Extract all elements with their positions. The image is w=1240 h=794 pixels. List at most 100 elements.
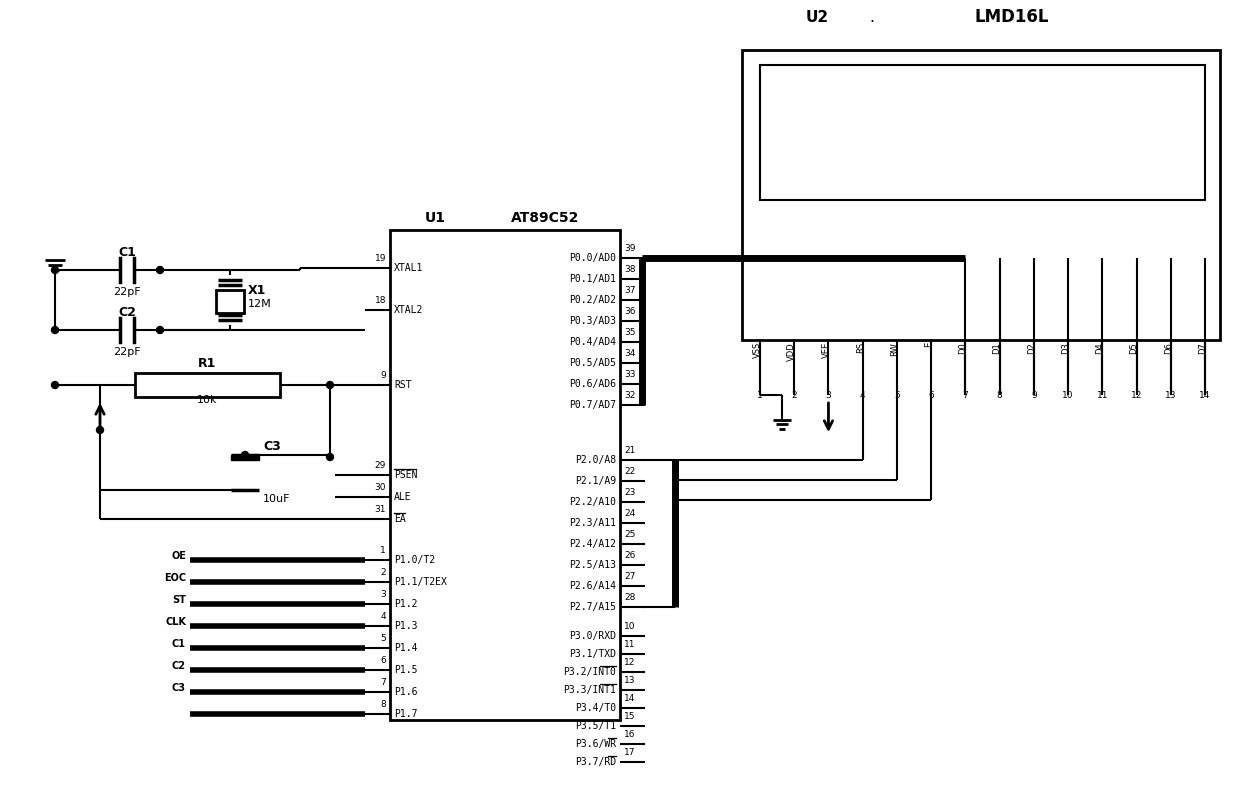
Text: 16: 16 bbox=[624, 730, 635, 739]
Text: 31: 31 bbox=[374, 505, 386, 514]
Text: C1: C1 bbox=[118, 245, 136, 259]
Text: 1: 1 bbox=[381, 546, 386, 555]
Circle shape bbox=[242, 452, 248, 458]
Text: CLK: CLK bbox=[165, 617, 186, 627]
Circle shape bbox=[156, 326, 164, 333]
Text: 1: 1 bbox=[758, 391, 763, 400]
Text: 14: 14 bbox=[624, 694, 635, 703]
Text: 3: 3 bbox=[381, 590, 386, 599]
Text: P3.5/T1: P3.5/T1 bbox=[575, 721, 616, 731]
Text: ALE: ALE bbox=[394, 492, 412, 502]
Text: P1.6: P1.6 bbox=[394, 687, 418, 697]
Circle shape bbox=[326, 381, 334, 388]
Text: AT89C52: AT89C52 bbox=[511, 211, 579, 225]
Text: D0: D0 bbox=[959, 342, 967, 354]
Text: 21: 21 bbox=[624, 446, 635, 455]
Text: P3.6/WR: P3.6/WR bbox=[575, 739, 616, 749]
Text: 3: 3 bbox=[826, 391, 831, 400]
Text: 2: 2 bbox=[381, 568, 386, 577]
Text: 13: 13 bbox=[1166, 391, 1177, 400]
Text: 35: 35 bbox=[624, 328, 635, 337]
Text: 4: 4 bbox=[859, 391, 866, 400]
Text: 24: 24 bbox=[624, 509, 635, 518]
Text: P2.0/A8: P2.0/A8 bbox=[575, 455, 616, 465]
Text: XTAL1: XTAL1 bbox=[394, 263, 423, 273]
Text: P3.1/TXD: P3.1/TXD bbox=[569, 649, 616, 659]
Text: P1.7: P1.7 bbox=[394, 709, 418, 719]
Text: 12: 12 bbox=[1131, 391, 1142, 400]
Text: 29: 29 bbox=[374, 461, 386, 470]
Text: P0.7/AD7: P0.7/AD7 bbox=[569, 400, 616, 410]
Bar bbox=[135, 373, 280, 397]
Text: 4: 4 bbox=[381, 612, 386, 621]
Text: .: . bbox=[869, 10, 874, 25]
Text: XTAL2: XTAL2 bbox=[394, 305, 423, 315]
Circle shape bbox=[326, 453, 334, 461]
Text: ST: ST bbox=[172, 595, 186, 605]
Text: 18: 18 bbox=[374, 296, 386, 305]
Text: 27: 27 bbox=[624, 572, 635, 581]
Text: 10k: 10k bbox=[197, 395, 218, 405]
Circle shape bbox=[52, 326, 58, 333]
Text: D6: D6 bbox=[1164, 342, 1173, 354]
Text: 38: 38 bbox=[624, 265, 635, 274]
Text: 10: 10 bbox=[1063, 391, 1074, 400]
Text: 36: 36 bbox=[624, 307, 635, 316]
Text: C2: C2 bbox=[118, 306, 136, 318]
Text: 19: 19 bbox=[374, 254, 386, 263]
Text: 11: 11 bbox=[624, 640, 635, 649]
Text: P1.1/T2EX: P1.1/T2EX bbox=[394, 577, 446, 587]
Text: 17: 17 bbox=[624, 748, 635, 757]
Text: 2: 2 bbox=[791, 391, 797, 400]
Text: 6: 6 bbox=[929, 391, 934, 400]
Text: U1: U1 bbox=[424, 211, 445, 225]
Text: 9: 9 bbox=[1030, 391, 1037, 400]
Text: P2.7/A15: P2.7/A15 bbox=[569, 602, 616, 612]
Text: 32: 32 bbox=[624, 391, 635, 400]
Text: VSS: VSS bbox=[753, 342, 763, 358]
Circle shape bbox=[97, 426, 103, 434]
Text: D2: D2 bbox=[1027, 342, 1035, 354]
Text: 22: 22 bbox=[624, 467, 635, 476]
Text: P3.4/T0: P3.4/T0 bbox=[575, 703, 616, 713]
Bar bbox=[760, 65, 1205, 200]
Text: P1.4: P1.4 bbox=[394, 643, 418, 653]
Text: 8: 8 bbox=[997, 391, 1002, 400]
Text: X1: X1 bbox=[248, 283, 267, 296]
Text: 7: 7 bbox=[962, 391, 968, 400]
Text: P0.2/AD2: P0.2/AD2 bbox=[569, 295, 616, 305]
Text: 10uF: 10uF bbox=[263, 494, 290, 504]
Text: P0.6/AD6: P0.6/AD6 bbox=[569, 379, 616, 389]
Text: P0.3/AD3: P0.3/AD3 bbox=[569, 316, 616, 326]
Text: U2: U2 bbox=[806, 10, 828, 25]
Text: 6: 6 bbox=[381, 656, 386, 665]
Text: E: E bbox=[924, 342, 934, 347]
Circle shape bbox=[156, 267, 164, 273]
Text: P1.0/T2: P1.0/T2 bbox=[394, 555, 435, 565]
Text: 15: 15 bbox=[624, 712, 635, 721]
Text: EOC: EOC bbox=[164, 573, 186, 583]
Circle shape bbox=[52, 381, 58, 388]
Text: EA: EA bbox=[394, 514, 405, 524]
Circle shape bbox=[52, 267, 58, 273]
Text: P0.0/AD0: P0.0/AD0 bbox=[569, 253, 616, 263]
Text: 14: 14 bbox=[1199, 391, 1210, 400]
Text: 39: 39 bbox=[624, 244, 635, 253]
Text: P1.5: P1.5 bbox=[394, 665, 418, 675]
Text: 26: 26 bbox=[624, 551, 635, 560]
Text: P3.2/INT0: P3.2/INT0 bbox=[563, 667, 616, 677]
Text: P2.2/A10: P2.2/A10 bbox=[569, 497, 616, 507]
Text: P0.4/AD4: P0.4/AD4 bbox=[569, 337, 616, 347]
Text: 22pF: 22pF bbox=[113, 287, 141, 297]
Text: D1: D1 bbox=[992, 342, 1002, 354]
Text: D7: D7 bbox=[1198, 342, 1207, 354]
Text: 8: 8 bbox=[381, 700, 386, 709]
Text: 7: 7 bbox=[381, 678, 386, 687]
Text: P1.3: P1.3 bbox=[394, 621, 418, 631]
Text: P3.0/RXD: P3.0/RXD bbox=[569, 631, 616, 641]
Text: 12: 12 bbox=[624, 658, 635, 667]
Text: P0.1/AD1: P0.1/AD1 bbox=[569, 274, 616, 284]
Text: R1: R1 bbox=[198, 357, 217, 370]
Text: P2.6/A14: P2.6/A14 bbox=[569, 581, 616, 591]
Text: 9: 9 bbox=[381, 371, 386, 380]
